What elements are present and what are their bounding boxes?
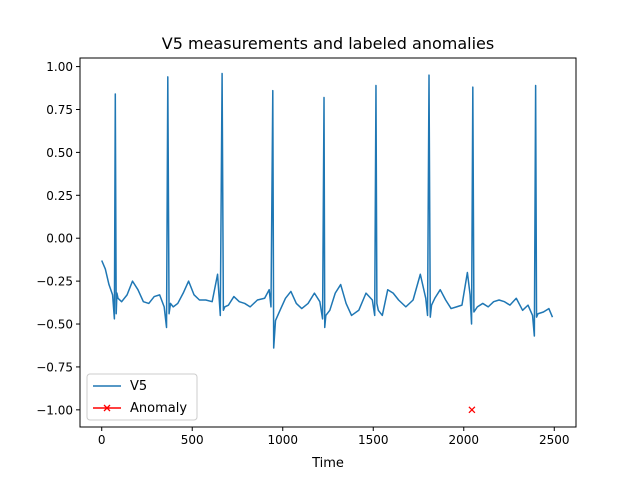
y-tick-label: 0.50 (46, 146, 73, 160)
legend-v5-label: V5 (130, 379, 147, 394)
legend-anomaly-marker (103, 404, 111, 412)
x-axis-ticks: 0 500 1000 1500 2000 2500 (98, 427, 570, 447)
y-tick-label: 1.00 (46, 60, 73, 74)
y-axis-ticks: −1.00 −0.75 −0.50 −0.25 0.00 0.25 0.50 0.75 1.00 (36, 60, 80, 417)
y-tick-label: −0.50 (36, 318, 73, 332)
y-tick-label: 0.25 (46, 189, 73, 203)
y-tick-label: −0.25 (36, 275, 73, 289)
y-tick-label: −1.00 (36, 403, 73, 417)
anomaly-point-marker (468, 406, 476, 414)
y-tick-label: 0.75 (46, 103, 73, 117)
x-axis-label: Time (311, 456, 344, 471)
x-tick-label: 2500 (539, 433, 570, 447)
series-v5-line (101, 72, 554, 349)
chart-title: V5 measurements and labeled anomalies (162, 34, 494, 53)
x-tick-label: 1000 (267, 433, 298, 447)
x-tick-label: 1500 (358, 433, 389, 447)
series-layer (101, 72, 554, 414)
plot-area-frame (79, 57, 577, 428)
x-tick-label: 500 (181, 433, 204, 447)
legend: V5 Anomaly (86, 373, 198, 421)
y-tick-label: −0.75 (36, 360, 73, 374)
y-tick-label: 0.00 (46, 232, 73, 246)
x-tick-label: 0 (98, 433, 106, 447)
x-tick-label: 2000 (448, 433, 479, 447)
legend-anomaly-label: Anomaly (130, 401, 187, 416)
